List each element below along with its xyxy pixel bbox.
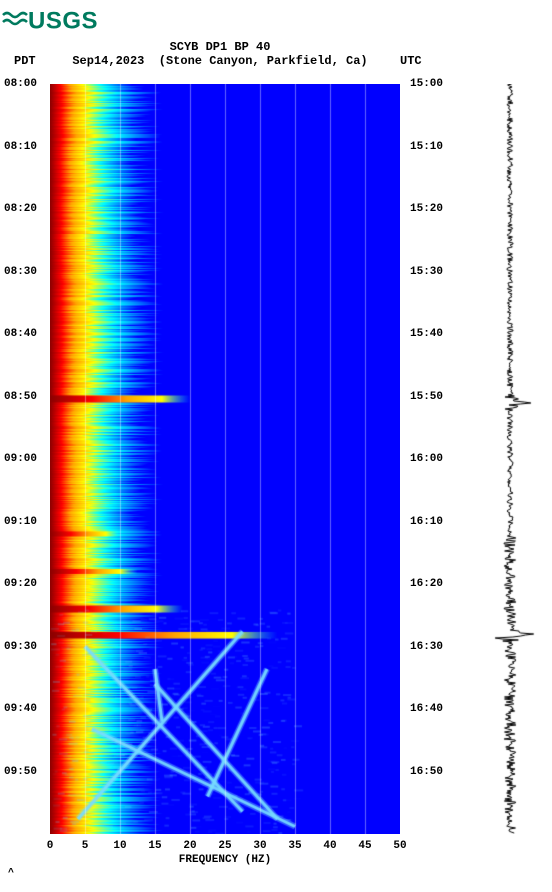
x-tick: 30 — [253, 840, 266, 852]
y-tick-left: 09:00 — [4, 453, 37, 465]
y-tick-left: 09:30 — [4, 641, 37, 653]
y-tick-left: 08:30 — [4, 266, 37, 278]
x-axis-label: FREQUENCY (HZ) — [50, 854, 400, 866]
date-label: Sep14,2023 — [72, 54, 144, 68]
y-tick-left: 08:00 — [4, 78, 37, 90]
location-label: (Stone Canyon, Parkfield, Ca) — [159, 54, 368, 68]
y-tick-right: 15:50 — [410, 391, 443, 403]
x-tick: 0 — [47, 840, 54, 852]
logo-text: USGS — [28, 8, 98, 35]
x-tick: 5 — [82, 840, 89, 852]
x-tick: 50 — [393, 840, 406, 852]
chart-title: SCYB DP1 BP 40 — [0, 40, 440, 54]
x-tick: 40 — [323, 840, 336, 852]
y-tick-left: 09:20 — [4, 578, 37, 590]
y-tick-right: 15:30 — [410, 266, 443, 278]
page: USGS SCYB DP1 BP 40 PDT Sep14,2023 (Ston… — [0, 0, 552, 892]
right-timezone-label: UTC — [400, 54, 422, 68]
spectrogram-plot — [50, 84, 400, 834]
y-tick-left: 08:20 — [4, 203, 37, 215]
y-tick-right: 16:20 — [410, 578, 443, 590]
x-tick: 45 — [358, 840, 371, 852]
y-tick-left: 09:50 — [4, 766, 37, 778]
y-tick-right: 16:30 — [410, 641, 443, 653]
waveform-plot — [480, 84, 540, 834]
y-tick-right: 16:40 — [410, 703, 443, 715]
footer-caret: ^ — [8, 868, 14, 879]
y-tick-right: 16:10 — [410, 516, 443, 528]
y-tick-left: 08:40 — [4, 328, 37, 340]
x-tick: 10 — [113, 840, 126, 852]
x-tick: 20 — [183, 840, 196, 852]
y-tick-right: 15:40 — [410, 328, 443, 340]
y-tick-left: 09:40 — [4, 703, 37, 715]
y-tick-right: 15:20 — [410, 203, 443, 215]
y-tick-right: 15:00 — [410, 78, 443, 90]
y-tick-left: 08:10 — [4, 141, 37, 153]
usgs-logo: USGS — [2, 6, 98, 37]
y-tick-left: 09:10 — [4, 516, 37, 528]
y-tick-right: 16:00 — [410, 453, 443, 465]
x-tick: 35 — [288, 840, 301, 852]
y-tick-left: 08:50 — [4, 391, 37, 403]
wave-icon — [2, 6, 28, 37]
y-tick-right: 16:50 — [410, 766, 443, 778]
x-tick: 15 — [148, 840, 161, 852]
x-tick: 25 — [218, 840, 231, 852]
y-tick-right: 15:10 — [410, 141, 443, 153]
chart-subtitle: Sep14,2023 (Stone Canyon, Parkfield, Ca) — [0, 54, 440, 68]
